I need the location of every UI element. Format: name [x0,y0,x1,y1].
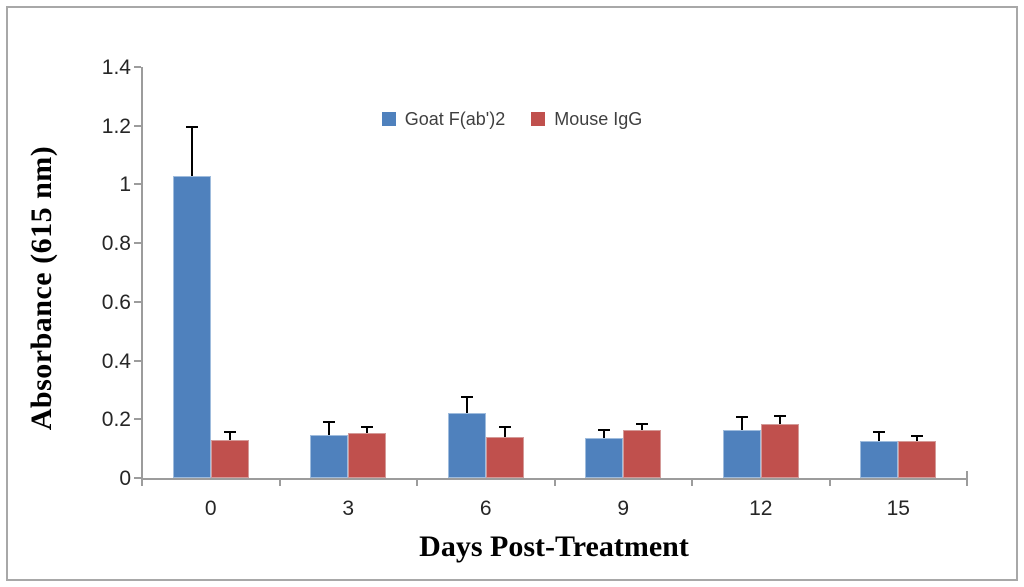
y-tick-label: 0 [119,467,131,490]
y-tick [134,477,141,479]
x-tick [416,480,418,486]
errorbar-goat-f-ab-2-day6 [465,397,468,414]
x-tick [278,480,281,486]
errorbar-mouse-igg-day6 [503,426,506,437]
bar-goat-f-ab-2-day0 [172,175,211,478]
errorbar-goat-f-ab-2-day3 [328,422,331,436]
x-category-label-day3: 3 [342,497,355,520]
x-tick [141,480,143,486]
bar-mouse-igg-day12 [760,423,799,478]
errorbar-mouse-igg-day3 [366,427,369,434]
bar-mouse-igg-day15 [898,441,937,478]
y-tick [134,183,141,186]
errorbar-mouse-igg-day12 [778,416,781,424]
x-category-label-day0: 0 [204,497,217,520]
errorbar-cap-mouse-igg-day15 [911,435,924,438]
bar-goat-f-ab-2-day15 [860,441,899,478]
errorbar-cap-goat-f-ab-2-day15 [873,430,886,433]
legend-item-goat-f-ab-2: Goat F(ab')2 [381,108,506,130]
x-tick [691,480,693,486]
y-axis-title: Absorbance (615 nm) [25,145,58,431]
legend: Goat F(ab')2 Mouse IgG [0,106,1024,132]
x-tick [966,480,968,486]
errorbar-cap-mouse-igg-day9 [636,422,649,425]
errorbar-cap-mouse-igg-day12 [773,415,786,418]
bar-goat-f-ab-2-day3 [310,435,349,478]
bar-goat-f-ab-2-day9 [585,438,624,478]
errorbar-goat-f-ab-2-day15 [878,431,881,442]
y-tick-label: 0.8 [101,232,131,256]
bar-goat-f-ab-2-day6 [447,413,486,478]
errorbar-cap-goat-f-ab-2-day3 [323,421,336,424]
bar-mouse-igg-day6 [485,436,524,478]
y-axis-line [141,67,143,480]
errorbar-goat-f-ab-2-day0 [190,127,193,176]
y-tick [134,359,141,362]
x-tick [553,480,556,486]
legend-swatch-goat-f-ab-2 [381,112,396,126]
x-axis-line [141,478,968,480]
x-tick [828,480,831,486]
legend-label-mouse-igg: Mouse IgG [554,108,643,129]
y-tick [134,418,141,421]
y-tick-label: 0.4 [101,349,131,373]
errorbar-cap-goat-f-ab-2-day6 [460,396,473,399]
bar-goat-f-ab-2-day12 [722,429,761,478]
y-tick-label: 0.6 [101,290,131,314]
x-axis-title: Days Post-Treatment [419,530,689,563]
errorbar-mouse-igg-day15 [916,436,919,442]
y-tick-label: 1.2 [101,114,131,138]
errorbar-cap-goat-f-ab-2-day9 [598,429,611,432]
legend-item-mouse-igg: Mouse IgG [531,109,642,130]
x-end-tick [966,471,968,478]
x-category-label-day15: 15 [886,497,910,520]
y-tick-label: 1.4 [101,56,131,79]
bar-mouse-igg-day9 [623,430,662,478]
x-category-label-day9: 9 [617,497,630,520]
y-tick [134,124,141,127]
legend-label-goat-f-ab-2: Goat F(ab')2 [404,108,506,129]
errorbar-cap-goat-f-ab-2-day0 [185,126,198,129]
y-tick [134,300,141,303]
errorbar-mouse-igg-day9 [641,423,644,431]
errorbar-goat-f-ab-2-day9 [603,430,606,439]
legend-swatch-mouse-igg [531,112,546,126]
errorbar-cap-mouse-igg-day6 [498,425,511,428]
errorbar-goat-f-ab-2-day12 [740,417,743,430]
y-tick [134,242,141,245]
x-category-label-day6: 6 [479,497,492,520]
bar-mouse-igg-day0 [210,439,249,478]
errorbar-cap-mouse-igg-day3 [361,426,374,429]
x-category-label-day12: 12 [749,497,773,520]
errorbar-mouse-igg-day0 [228,432,231,440]
errorbar-cap-mouse-igg-day0 [223,431,236,434]
y-tick-label: 0.2 [101,408,131,432]
errorbar-cap-goat-f-ab-2-day12 [735,416,748,419]
y-tick-label: 1 [119,173,131,197]
bar-mouse-igg-day3 [348,433,387,478]
y-tick [134,66,141,68]
